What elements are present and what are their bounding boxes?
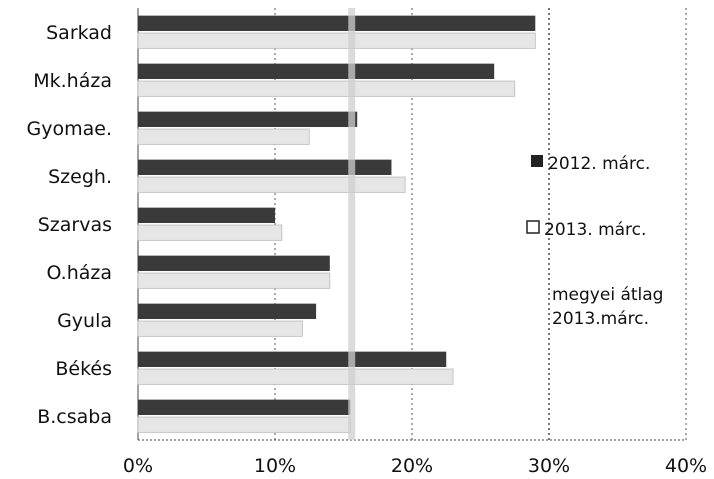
x-tick-labels: 0% 10% 20% 30% 40% [123,455,707,477]
plot-area [137,8,687,441]
legend-label-2013: 2013. márc. [544,220,646,240]
bar-2013-3 [137,176,406,193]
legend-label-2012: 2012. márc. [548,154,650,174]
bar-2013-5 [137,272,331,289]
bar-2013-8 [137,416,351,433]
bar-2012-1 [138,63,495,79]
legend-swatch-2012 [531,155,543,167]
bar-2012-7 [138,351,447,367]
category-label: Békés [55,358,112,380]
category-labels: Sarkad Mk.háza Gyomae. Szegh. Szarvas O.háza G… [27,22,112,428]
bar-2012-5 [138,255,330,271]
category-label: Mk.háza [33,70,112,92]
legend-label-average: megyei átlag 2013.márc. [552,285,663,329]
x-tick-label: 10% [254,455,296,477]
bar-2012-2 [138,111,358,127]
x-tick-label: 40% [665,455,707,477]
x-tick-label: 30% [528,455,570,477]
bar-2013-0 [137,32,536,49]
bar-2012-0 [138,15,536,31]
category-label: O.háza [46,262,112,284]
category-label: Szarvas [38,214,112,236]
category-label: Szegh. [48,166,112,188]
bar-series [137,8,536,440]
category-label: Gyomae. [27,118,112,140]
category-label: Sarkad [46,22,112,44]
x-tick-label: 20% [391,455,433,477]
legend-swatch-2013 [526,220,540,234]
bar-2013-1 [137,80,516,97]
category-label: B.csaba [37,406,112,428]
bar-2013-6 [137,320,303,337]
bar-2012-6 [138,303,317,319]
bar-2012-8 [138,399,351,415]
bar-2013-4 [137,224,283,241]
bar-2013-7 [137,368,454,385]
bar-2013-2 [137,128,310,145]
category-label: Gyula [57,310,112,332]
legend: 2012. márc. 2013. márc. megyei átlag 2013… [526,154,663,329]
bar-2012-3 [138,159,392,175]
x-tick-label: 0% [123,455,153,477]
bar-2012-4 [138,207,275,223]
